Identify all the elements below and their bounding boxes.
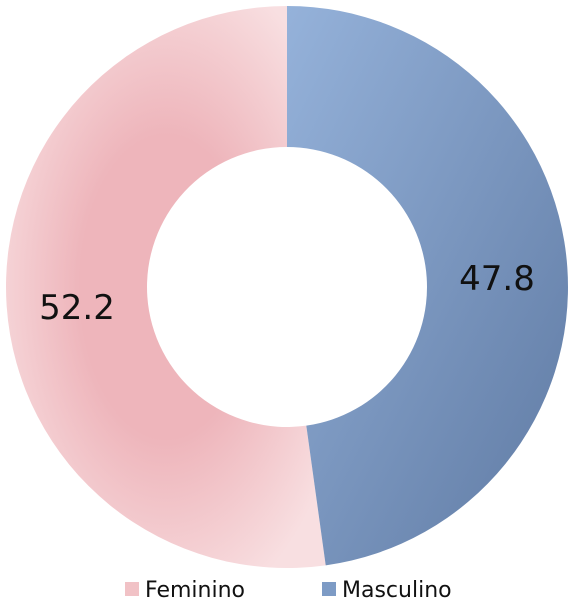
legend-swatch	[125, 582, 139, 596]
legend-swatch	[322, 582, 336, 596]
value-label: 52.2	[39, 288, 115, 328]
donut-slice	[287, 6, 568, 566]
legend-label: Masculino	[342, 578, 452, 603]
value-label: 47.8	[459, 259, 535, 299]
donut-slice	[5, 6, 326, 568]
legend-label: Feminino	[145, 578, 245, 603]
